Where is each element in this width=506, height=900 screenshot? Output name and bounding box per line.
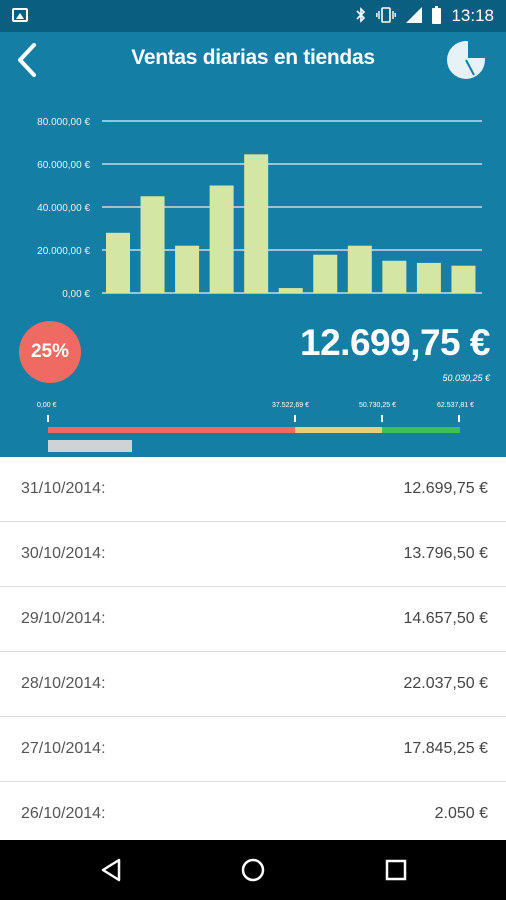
y-tick-label: 60.000,00 €	[37, 160, 90, 171]
chart-bar[interactable]	[451, 265, 476, 293]
vibrate-icon	[376, 6, 397, 26]
scale-green-segment	[382, 427, 460, 433]
battery-icon	[432, 6, 442, 24]
chart-bar[interactable]	[278, 288, 303, 293]
row-amount: 22.037,50 €	[403, 675, 488, 692]
chart-bar[interactable]	[175, 245, 200, 293]
scale-tick	[47, 415, 49, 422]
chart-bar[interactable]	[416, 262, 441, 293]
list-item[interactable]: 29/10/2014: 14.657,50 €	[0, 587, 506, 652]
scale-tick	[381, 415, 383, 422]
list-item[interactable]: 31/10/2014: 12.699,75 €	[0, 457, 506, 522]
recents-square-icon	[385, 859, 407, 881]
chevron-left-icon	[18, 43, 36, 77]
chart-bar[interactable]	[244, 154, 269, 293]
y-tick-label: 40.000,00 €	[37, 203, 90, 214]
pie-chart-icon	[447, 41, 485, 79]
nav-recents-button[interactable]	[381, 855, 411, 885]
nav-home-button[interactable]	[238, 855, 268, 885]
y-tick-label: 80.000,00 €	[37, 117, 90, 128]
back-triangle-icon	[101, 858, 121, 882]
scale-tick	[294, 415, 296, 422]
row-date: 31/10/2014:	[21, 480, 106, 497]
signal-icon	[406, 6, 423, 26]
nav-back-button[interactable]	[97, 855, 127, 885]
chart-bar[interactable]	[140, 196, 165, 293]
target-value: 50.030,25 €	[442, 373, 490, 383]
daily-sales-list: 31/10/2014: 12.699,75 € 30/10/2014: 13.7…	[0, 457, 506, 840]
scale-label: 62.537,81 €	[437, 402, 474, 409]
list-item[interactable]: 27/10/2014: 17.845,25 €	[0, 717, 506, 782]
sales-bar-chart: 0,00 € 20.000,00 € 40.000,00 € 60.000,00 € 8…	[37, 117, 482, 300]
scale-labels: 0,00 € 37.522,69 € 50.730,25 € 62.537,81…	[0, 402, 506, 414]
scale-label: 50.730,25 €	[359, 402, 396, 409]
list-item[interactable]: 26/10/2014: 2.050 €	[0, 782, 506, 840]
status-icons: 13:18	[356, 0, 494, 32]
scale-yellow-segment	[295, 427, 382, 433]
scale-label: 0,00 €	[37, 402, 57, 409]
scale-tick	[458, 415, 460, 422]
scale-label: 37.522,69 €	[272, 402, 309, 409]
row-date: 26/10/2014:	[21, 805, 106, 822]
chart-bar[interactable]	[106, 232, 130, 293]
image-icon	[12, 8, 28, 22]
chart-bar[interactable]	[209, 185, 234, 294]
chart-bar[interactable]	[382, 260, 407, 293]
total-value: 12.699,75 €	[300, 322, 490, 363]
page-title: Ventas diarias en tiendas	[131, 46, 375, 69]
row-date: 30/10/2014:	[21, 545, 106, 562]
row-amount: 13.796,50 €	[403, 545, 488, 562]
chart-bar[interactable]	[347, 245, 372, 293]
scale-red-segment	[48, 427, 295, 433]
row-date: 27/10/2014:	[21, 740, 106, 757]
percent-badge: 25%	[19, 321, 81, 383]
pie-chart-button[interactable]	[446, 40, 486, 80]
status-time: 13:18	[451, 6, 494, 25]
y-tick-label: 0,00 €	[62, 289, 90, 300]
scale-ticks	[0, 415, 506, 423]
list-item[interactable]: 30/10/2014: 13.796,50 €	[0, 522, 506, 587]
home-circle-icon	[241, 858, 265, 882]
row-date: 29/10/2014:	[21, 610, 106, 627]
row-amount: 17.845,25 €	[403, 740, 488, 757]
navigation-bar	[0, 840, 506, 900]
row-amount: 2.050 €	[434, 805, 488, 822]
list-item[interactable]: 28/10/2014: 22.037,50 €	[0, 652, 506, 717]
bluetooth-icon	[356, 6, 366, 26]
row-amount: 12.699,75 €	[403, 480, 488, 497]
chart-bar[interactable]	[313, 254, 338, 293]
progress-indicator	[48, 440, 132, 452]
y-tick-label: 20.000,00 €	[37, 246, 90, 257]
row-amount: 14.657,50 €	[403, 610, 488, 627]
back-button[interactable]	[10, 40, 44, 80]
row-date: 28/10/2014:	[21, 675, 106, 692]
status-bar: 13:18	[0, 0, 506, 32]
